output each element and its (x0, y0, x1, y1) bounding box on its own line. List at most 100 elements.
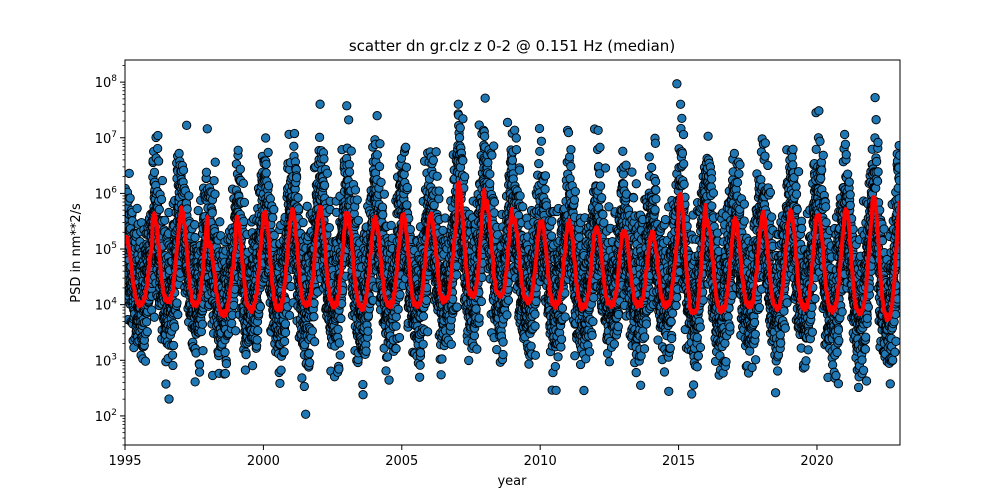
scatter-point (458, 114, 468, 124)
scatter-point (515, 191, 525, 201)
scatter-point (514, 165, 525, 175)
scatter-point (485, 169, 495, 179)
scatter-point (152, 143, 163, 154)
scatter-point (336, 313, 346, 324)
scatter-point (526, 341, 536, 351)
scatter-point (353, 215, 363, 226)
scatter-point (304, 357, 315, 368)
scatter-point (230, 326, 241, 336)
scatter-point (358, 379, 368, 390)
scatter-point (153, 156, 164, 166)
scatter-point (530, 309, 540, 319)
scatter-point (393, 304, 403, 314)
scatter-point (297, 373, 307, 383)
scatter-point (319, 180, 330, 190)
scatter-point (422, 327, 433, 337)
scatter-point (280, 319, 291, 329)
scatter-point (530, 321, 540, 331)
scatter-point (361, 346, 371, 356)
scatter-point (472, 344, 482, 354)
scatter-point (455, 123, 465, 133)
scatter-point (190, 220, 200, 230)
scatter-point (375, 139, 385, 149)
scatter-point (454, 133, 465, 143)
scatter-point (125, 193, 135, 203)
scatter-point (276, 365, 286, 375)
scatter-point (286, 281, 296, 292)
scatter-point (194, 359, 205, 370)
scatter-point (334, 338, 345, 348)
scatter-point (315, 99, 325, 109)
scatter-point (322, 168, 332, 178)
scatter-point (333, 324, 343, 334)
scatter-point (207, 208, 217, 218)
scatter-point (418, 339, 428, 349)
scatter-point (530, 350, 541, 360)
scatter-point (173, 309, 183, 320)
scatter-point (141, 317, 152, 327)
scatter-point (298, 217, 308, 228)
scatter-point (480, 93, 490, 103)
scatter-point (489, 208, 499, 218)
scatter-point (502, 310, 512, 320)
scatter-point (487, 150, 497, 160)
scatter-point (507, 155, 518, 165)
scatter-point (184, 191, 194, 201)
scatter-point (125, 168, 134, 179)
scatter-point (485, 178, 495, 189)
scatter-point (197, 319, 208, 329)
scatter-point (535, 146, 545, 157)
scatter-point (169, 322, 180, 332)
scatter-point (352, 195, 362, 205)
scatter-point (414, 372, 425, 382)
scatter-point (391, 321, 401, 331)
scatter-point (363, 326, 373, 336)
scatter-point (275, 378, 285, 388)
scatter-point (289, 141, 299, 151)
scatter-point (434, 194, 444, 204)
scatter-point (483, 158, 493, 168)
scatter-point (253, 325, 263, 336)
scatter-point (201, 167, 212, 177)
scatter-point (289, 128, 300, 139)
scatter-point (471, 304, 481, 314)
scatter-point (210, 189, 220, 199)
scatter-point (415, 348, 426, 358)
scatter-point (252, 335, 262, 345)
scatter-point (460, 172, 470, 182)
scatter-point (293, 193, 303, 203)
scatter-point (279, 336, 290, 346)
scatter-point (391, 343, 401, 354)
scatter-point (309, 312, 319, 322)
scatter-point (304, 348, 314, 359)
scatter-point (149, 312, 160, 322)
scatter-point (518, 202, 528, 212)
scatter-point (269, 204, 279, 215)
scatter-point (268, 212, 278, 223)
scatter-point (334, 364, 344, 374)
scatter-point (476, 296, 487, 307)
scatter-point (279, 347, 289, 357)
scatter-point (261, 133, 271, 143)
scatter-point (194, 367, 205, 377)
scatter-point (238, 178, 249, 189)
scatter-point (436, 370, 446, 380)
scatter-point (453, 99, 463, 109)
scatter-point (452, 302, 462, 312)
scatter-point (261, 159, 271, 169)
scatter-point (489, 141, 499, 151)
scatter-point (221, 359, 232, 369)
scatter-point (156, 194, 167, 205)
scatter-point (402, 182, 412, 193)
scatter-point (418, 311, 429, 321)
scatter-point (319, 154, 329, 164)
scatter-point (451, 270, 462, 280)
scatter-point (172, 298, 182, 308)
scatter-point (372, 111, 382, 121)
scatter-point (346, 146, 356, 156)
scatter-point (401, 142, 411, 152)
scatter-point (233, 145, 243, 155)
scatter-point (511, 144, 522, 155)
scatter-point (140, 356, 151, 366)
scatter-point (160, 215, 170, 226)
